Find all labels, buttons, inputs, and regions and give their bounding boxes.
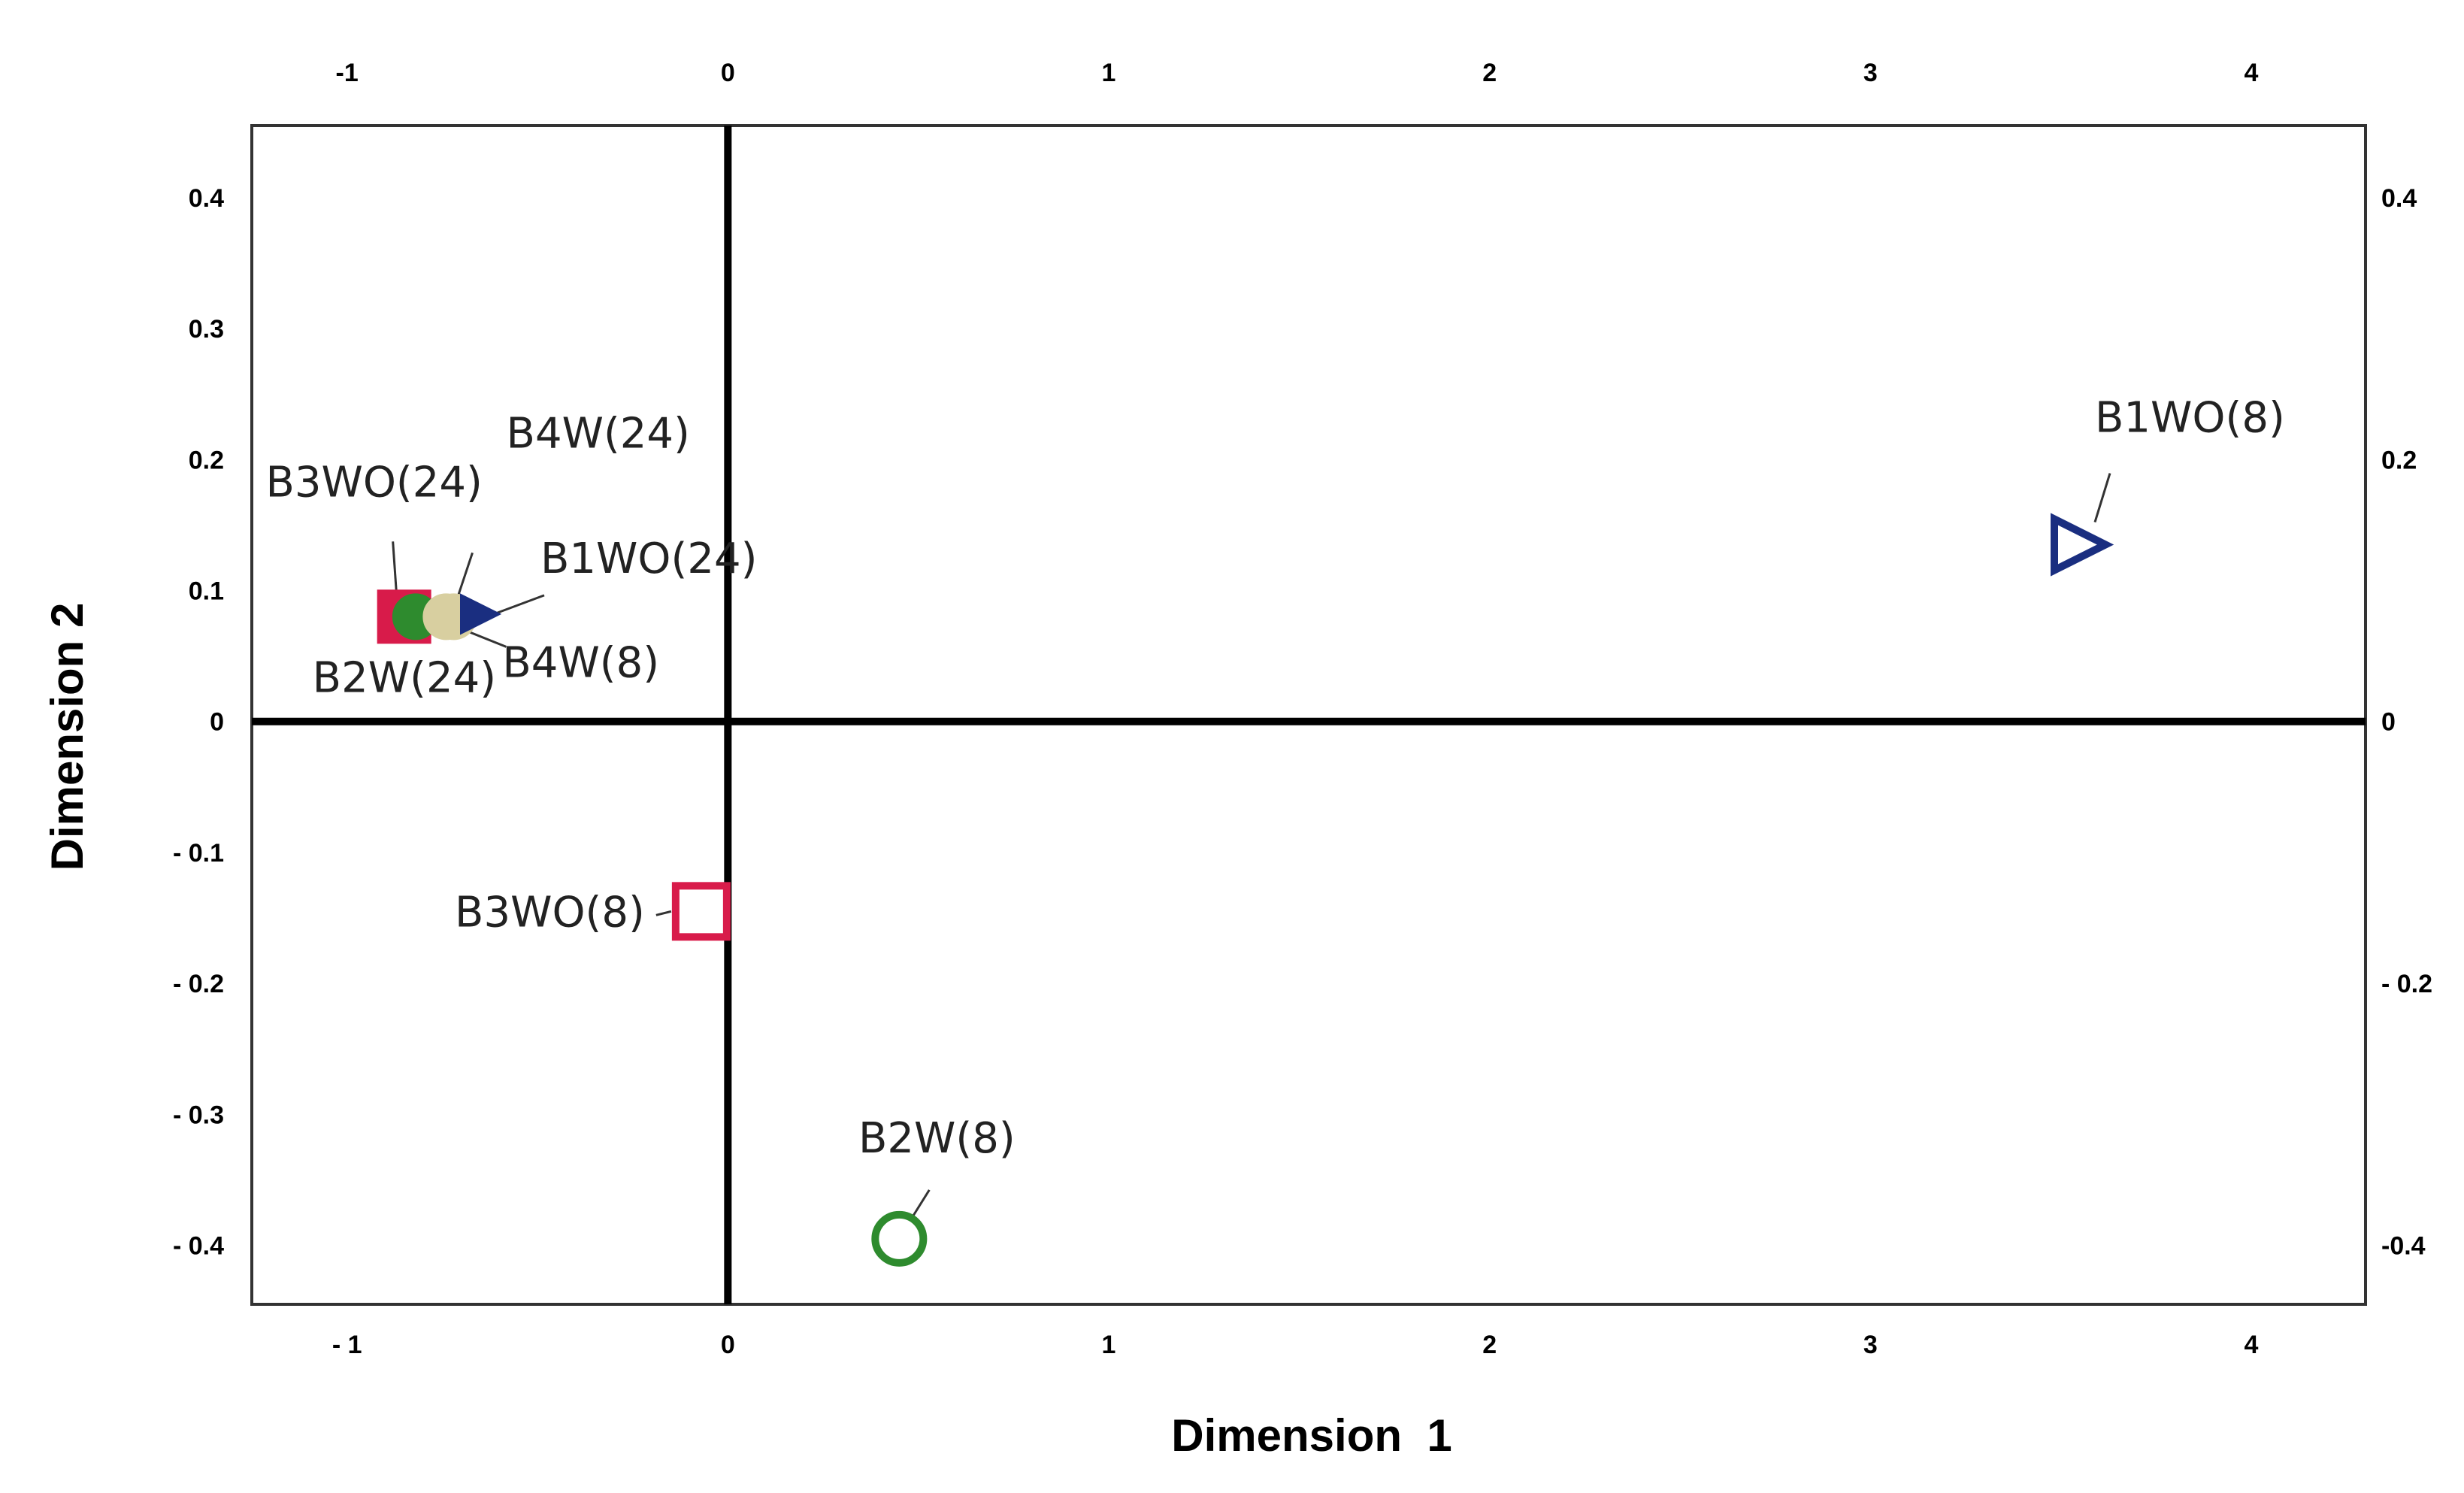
data-labels: B1WO(8) B2W(8) B3WO(8) B3WO(24) B2W(24) B4W(8… [265,394,2284,1163]
x-axis-title: Dimension 1 [1171,1410,1451,1461]
y-tick-label-left-6: - 0.2 [173,970,224,998]
plot-frame [250,124,2367,1306]
x-tick-label-top-4: 3 [1863,59,1878,87]
data-markers [377,513,2114,1267]
leader-marker-b3wo8 [655,910,672,916]
x-tick-label-top-5: 4 [2245,59,2259,87]
marker-b3wo8 [671,882,731,941]
leader-marker-b4w24 [456,552,474,598]
y-tick-label-right-1: 0.2 [2381,446,2417,474]
x-tick-label-bottom-5: 4 [2245,1331,2259,1359]
leader-marker-b1wo24 [493,594,545,616]
y-tick-label-left-5: - 0.1 [173,839,224,868]
leader-marker-b1wo8 [2093,473,2111,522]
y-tick-label-right-3: - 0.2 [2381,970,2432,998]
y-tick-label-left-2: 0.2 [189,446,224,474]
x-tick-label-top-0: -1 [336,59,359,87]
label-marker-b3wo24: B3WO(24) [265,458,482,507]
label-marker-b2w24: B2W(24) [313,653,496,702]
y-axis-title: Dimension 2 [42,603,92,871]
label-marker-b4w8: B4W(8) [502,638,659,687]
label-marker-b3wo8: B3WO(8) [455,888,645,937]
label-marker-b2w8: B2W(8) [858,1114,1016,1163]
y-tick-label-right-4: -0.4 [2381,1232,2426,1261]
x-tick-label-bottom-2: 1 [1102,1331,1116,1359]
label-marker-b4w24: B4W(24) [507,409,690,458]
y-tick-label-left-3: 0.1 [189,577,224,605]
tick-labels: - 1 -1 0 0 1 1 2 2 3 3 4 4 0.4 0.3 0.2 0.1 0 - 0.1 - 0.2 - … [173,59,2432,1359]
x-tick-label-bottom-4: 3 [1863,1331,1878,1359]
y-tick-label-left-4: 0 [210,708,224,737]
x-tick-label-top-1: 0 [721,59,735,87]
x-tick-label-bottom-3: 2 [1482,1331,1497,1359]
y-tick-label-left-8: - 0.4 [173,1232,224,1261]
x-tick-label-bottom-0: - 1 [332,1331,362,1359]
x-tick-label-bottom-1: 0 [721,1331,735,1359]
leader-marker-b2w8 [910,1189,931,1221]
marker-b2w8 [871,1210,928,1267]
label-leader-lines [392,473,2111,1221]
label-marker-b1wo8: B1WO(8) [2095,394,2285,443]
y-tick-label-right-0: 0.4 [2381,184,2417,213]
y-tick-label-left-7: - 0.3 [173,1101,224,1129]
x-tick-label-top-2: 1 [1102,59,1116,87]
y-tick-label-left-1: 0.3 [189,315,224,344]
leader-marker-b3wo24 [392,541,398,596]
label-marker-b1wo24: B1WO(24) [540,535,757,583]
x-tick-label-top-3: 2 [1482,59,1497,87]
marker-b1wo8 [2051,513,2114,577]
marker-b1wo24 [460,593,502,635]
y-tick-label-right-2: 0 [2381,708,2396,737]
y-tick-label-left-0: 0.4 [189,184,224,213]
